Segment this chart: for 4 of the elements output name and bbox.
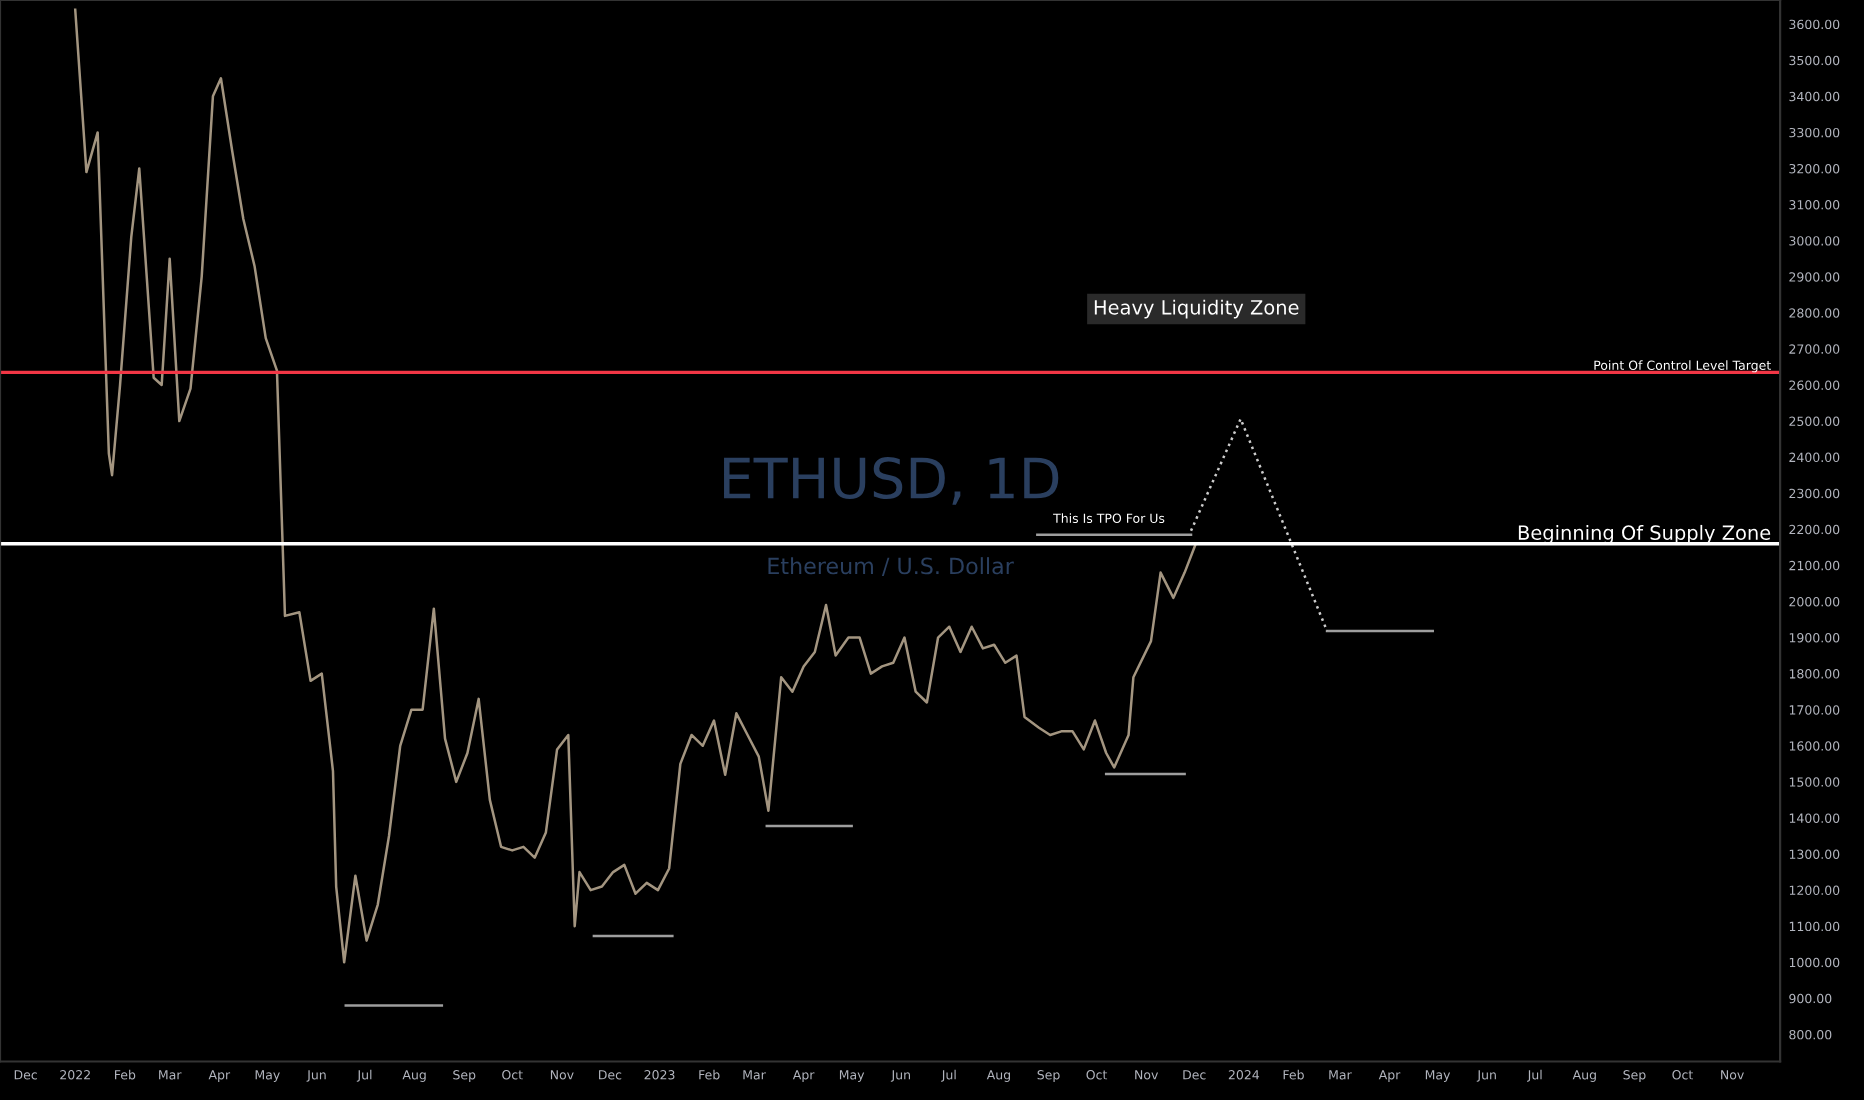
annotation: Heavy Liquidity Zone xyxy=(1094,299,1299,319)
text: ETHUSD, 1D xyxy=(724,457,1059,505)
text: Ethereum / U.S. Dollar xyxy=(768,557,1014,577)
ref-line-label: Beginning Of Supply Zone xyxy=(1518,524,1771,544)
